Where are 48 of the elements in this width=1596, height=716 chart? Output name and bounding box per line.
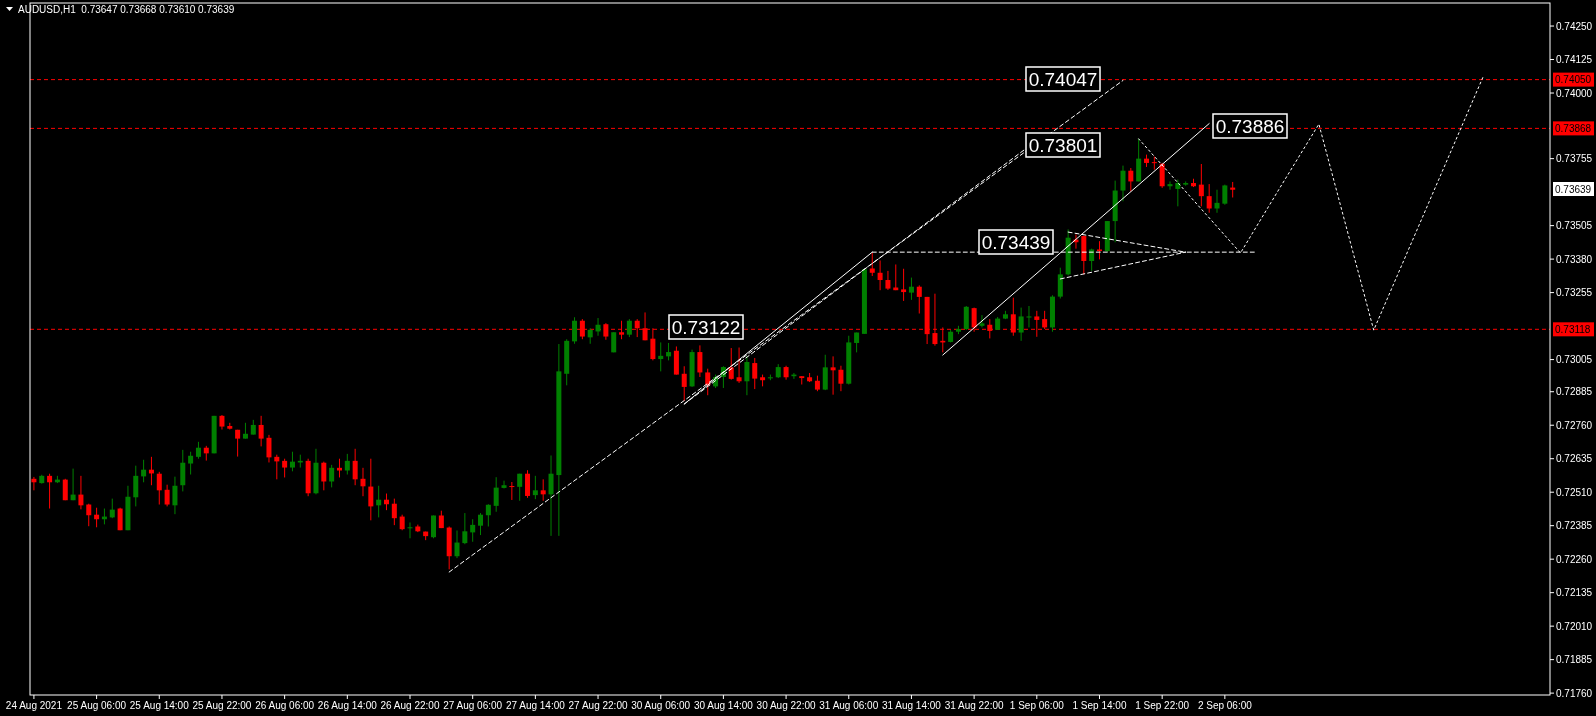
x-tick-label: 2 Sep 06:00 xyxy=(1197,700,1253,711)
x-tick-label: 27 Aug 06:00 xyxy=(443,700,503,711)
x-tick-label: 27 Aug 14:00 xyxy=(505,700,566,711)
x-tick-label: 25 Aug 22:00 xyxy=(192,700,252,711)
y-tick-label: 0.72510 xyxy=(1556,486,1593,498)
x-tick-label: 26 Aug 14:00 xyxy=(317,700,378,711)
x-tick-label: 26 Aug 22:00 xyxy=(380,700,440,711)
x-tick-label: 25 Aug 14:00 xyxy=(129,700,190,711)
y-tick-label: 0.72760 xyxy=(1556,419,1593,431)
y-tick-label: 0.73380 xyxy=(1556,253,1593,265)
y-tick-label: 0.72885 xyxy=(1556,386,1593,398)
y-tick-label: 0.73755 xyxy=(1556,153,1593,165)
annotation: 0.73801 xyxy=(1028,134,1098,156)
y-tick-label: 0.73505 xyxy=(1556,220,1593,232)
y-tick-label: 0.72010 xyxy=(1556,620,1593,632)
annotation: 0.73439 xyxy=(981,231,1051,253)
x-tick-label: 31 Aug 06:00 xyxy=(819,700,879,711)
x-tick-label: 25 Aug 06:00 xyxy=(67,700,127,711)
y-tick-label: 0.73255 xyxy=(1556,287,1593,299)
x-tick-label: 1 Sep 22:00 xyxy=(1135,700,1190,711)
x-tick-label: 30 Aug 06:00 xyxy=(631,700,691,711)
ref-line-label: 0.73868 xyxy=(1555,122,1592,134)
x-tick-label: 1 Sep 06:00 xyxy=(1009,700,1065,711)
x-tick-label: 30 Aug 22:00 xyxy=(756,700,816,711)
x-tick-label: 1 Sep 14:00 xyxy=(1072,700,1127,711)
y-tick-label: 0.73005 xyxy=(1556,354,1593,366)
y-tick-label: 0.72635 xyxy=(1556,453,1593,465)
y-tick-label: 0.71760 xyxy=(1556,687,1593,699)
text: 0.73639 xyxy=(1555,183,1592,195)
x-tick-label: 27 Aug 22:00 xyxy=(568,700,628,711)
y-tick-label: 0.72385 xyxy=(1556,520,1593,532)
chart-title: AUDUSD,H1 0.73647 0.73668 0.73610 0.73639 xyxy=(18,4,235,15)
y-tick-label: 0.74000 xyxy=(1556,87,1593,99)
ref-line-label: 0.73118 xyxy=(1555,323,1591,335)
x-tick-label: 31 Aug 22:00 xyxy=(944,700,1005,711)
annotation: 0.74047 xyxy=(1028,68,1098,90)
annotation: 0.73886 xyxy=(1215,115,1285,137)
y-tick-label: 0.72135 xyxy=(1556,587,1593,599)
ref-line-label: 0.74050 xyxy=(1555,74,1592,86)
y-tick-label: 0.72260 xyxy=(1556,553,1593,565)
y-tick-label: 0.74250 xyxy=(1556,20,1593,32)
annotation: 0.73122 xyxy=(671,316,741,338)
x-tick-label: 31 Aug 14:00 xyxy=(881,700,942,711)
x-tick-label: 30 Aug 14:00 xyxy=(693,700,754,711)
y-tick-label: 0.71885 xyxy=(1556,654,1593,666)
x-tick-label: 26 Aug 06:00 xyxy=(255,700,315,711)
x-tick-label: 24 Aug 2021 xyxy=(5,700,63,711)
y-tick-label: 0.74125 xyxy=(1556,54,1593,66)
